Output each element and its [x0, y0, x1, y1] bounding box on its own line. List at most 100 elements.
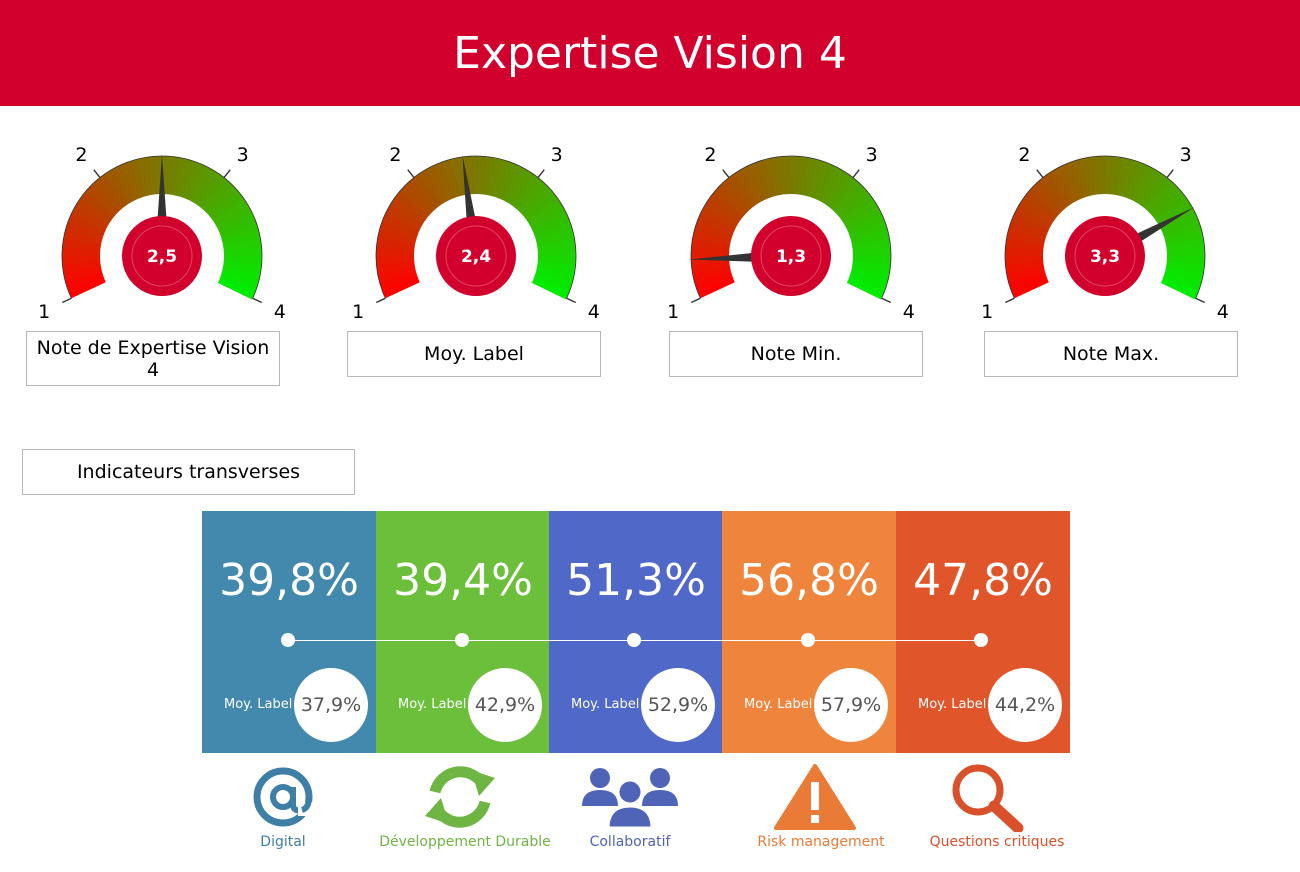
gauge-arc-segment — [515, 179, 548, 213]
gauge-arc-segment — [212, 198, 250, 226]
gauge-arc-segment — [726, 173, 757, 209]
gauge-arc-segment — [193, 169, 221, 206]
gauge-arc-segment — [782, 156, 793, 195]
gauge-arc-segment — [209, 191, 245, 222]
gauge-arc-segment — [467, 156, 478, 195]
gauge-arc-segment — [1126, 162, 1149, 201]
gauge-arc-segment — [852, 247, 891, 258]
gauge-arc-segment — [221, 266, 261, 284]
gauge-arc-segment — [1005, 254, 1044, 265]
gauge-arc-segment — [65, 271, 104, 291]
gauge-arc-segment — [850, 230, 890, 247]
gauge-tick-label: 1 — [981, 301, 993, 323]
gauge-arc-segment — [183, 162, 206, 201]
gauge-arc-segment — [1010, 276, 1049, 299]
indicator-moy-value: 42,9% — [468, 668, 542, 742]
people-group-icon[interactable] — [580, 762, 680, 832]
gauge-arc-segment — [411, 173, 442, 209]
gauge-arc-segment — [450, 157, 467, 197]
gauge-arc-segment — [534, 221, 573, 241]
gauge-arc-segment — [205, 185, 240, 217]
gauge-arc-segment — [849, 221, 888, 241]
gauge-label-note-max: Note Max. — [984, 331, 1238, 377]
gauge-arc-segment — [136, 157, 153, 197]
gauge-arc-segment — [852, 256, 891, 267]
gauge-tick-mark — [852, 169, 860, 178]
gauge-tick-mark — [93, 169, 101, 178]
gauge-arc-segment — [1164, 266, 1204, 284]
gauge-tick-label: 1 — [352, 301, 364, 323]
gauge-arc-segment — [394, 190, 430, 221]
indicator-panel-digital[interactable]: 39,8% Moy. Label 37,9% — [202, 511, 376, 753]
gauge-tick-label: 2 — [389, 144, 401, 166]
gauge-arc-segment — [178, 159, 198, 199]
gauge-arc-segment — [497, 162, 520, 201]
gauge-tick-label: 3 — [237, 144, 249, 166]
gauge-arc-segment — [692, 265, 732, 282]
gauge-arc-segment — [1096, 156, 1107, 195]
gauge-tick-mark — [407, 169, 415, 178]
gauge-arc-segment — [1110, 156, 1124, 196]
gauge-label-expertise-note: Note de Expertise Vision 4 — [26, 331, 280, 386]
gauge-arc-segment — [748, 161, 771, 200]
gauge-arc-segment — [1158, 206, 1197, 231]
indicator-panel-questions-critiques[interactable]: 47,8% Moy. Label 44,2% — [896, 511, 1070, 753]
gauge-arc-segment — [1105, 156, 1116, 195]
gauge-arc-segment — [1136, 169, 1164, 206]
gauge-arc-segment — [1005, 245, 1044, 256]
gauge-arc-segment — [765, 157, 782, 197]
timeline-dot — [627, 633, 641, 647]
indicator-panel-developpement-durable[interactable]: 39,4% Moy. Label 42,9% — [376, 511, 550, 753]
gauge-tick-mark — [1166, 169, 1174, 178]
indicator-percentage: 47,8% — [913, 555, 1053, 606]
gauge-tick-mark — [252, 297, 262, 304]
gauge-arc-segment — [1121, 159, 1141, 199]
gauge-arc-segment — [826, 174, 857, 210]
gauge-arc-segment — [1008, 271, 1047, 291]
indicator-panel-risk-management[interactable]: 56,8% Moy. Label 57,9% — [722, 511, 896, 753]
indicator-label-risk-management: Risk management — [757, 834, 885, 850]
gauge-arc-segment — [433, 161, 456, 200]
gauge-value: 3,3 — [1090, 247, 1120, 267]
gauge-tick-mark — [1195, 297, 1205, 304]
gauge-arc-segment — [1140, 174, 1171, 210]
recycle-arrows-icon[interactable] — [415, 762, 505, 832]
gauge-moy-label: 1 2 3 4 2,4 — [326, 132, 626, 323]
indicator-moy-value: 52,9% — [641, 668, 715, 742]
gauge-arc-segment — [533, 272, 573, 292]
gauge-arc-segment — [63, 228, 103, 246]
gauge-tick-label: 4 — [588, 301, 600, 323]
gauge-arc-segment — [720, 178, 752, 213]
gauge-arc-segment — [486, 157, 504, 197]
at-icon[interactable] — [250, 762, 316, 832]
gauge-arc-segment — [379, 271, 418, 291]
gauge-arc-segment — [62, 245, 101, 256]
indicator-moy-label: Moy. Label — [744, 697, 813, 712]
gauge-tick-label: 4 — [1217, 301, 1229, 323]
gauge-arc-segment — [221, 230, 261, 247]
warning-icon[interactable] — [772, 762, 858, 832]
gauge-arc-segment — [405, 178, 437, 213]
gauge-arc-segment — [223, 247, 262, 258]
gauge-tick-mark — [223, 169, 231, 178]
gauge-arc-segment — [215, 206, 254, 231]
indicator-panel-collaboratif[interactable]: 51,3% Moy. Label 52,9% — [549, 511, 723, 753]
gauge-arc-segment — [97, 173, 128, 209]
header-banner: Expertise Vision 4 — [0, 0, 1300, 106]
gauge-arc-segment — [526, 198, 564, 226]
gauge-arc-segment — [112, 164, 137, 203]
gauge-arc-segment — [834, 185, 869, 217]
gauge-arc-segment — [382, 212, 421, 235]
magnifier-icon[interactable] — [948, 762, 1028, 832]
gauge-arc-segment — [822, 169, 850, 206]
gauge-arc-segment — [220, 221, 259, 241]
gauge-tick-label: 3 — [866, 144, 878, 166]
gauge-arc-segment — [1047, 168, 1075, 206]
gauge-arc-segment — [104, 168, 132, 206]
gauge-arc-segment — [1079, 157, 1096, 197]
gauge-note-max: 1 2 3 4 3,3 — [955, 132, 1255, 323]
gauge-arc-segment — [1166, 247, 1205, 258]
timeline-dot — [455, 633, 469, 647]
gauge-arc-segment — [741, 164, 766, 203]
gauge-arc-segment — [536, 261, 576, 275]
